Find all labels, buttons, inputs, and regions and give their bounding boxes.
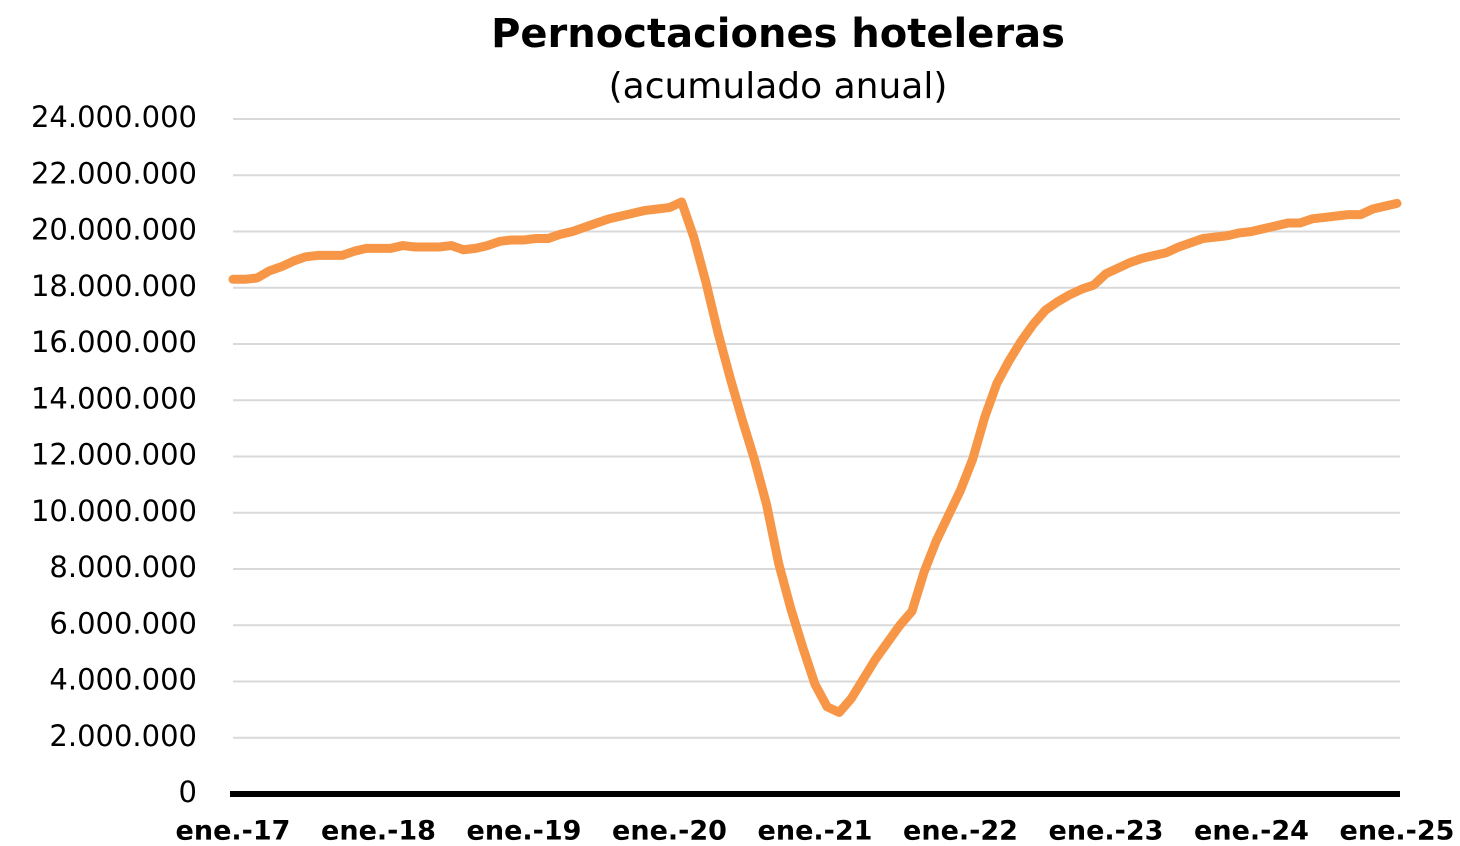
x-tick-label: ene.-19 bbox=[467, 816, 582, 846]
data-line bbox=[228, 197, 1402, 717]
x-tick-label: ene.-23 bbox=[1049, 816, 1164, 846]
chart-title: Pernoctaciones hoteleras bbox=[491, 11, 1065, 57]
y-tick-label: 24.000.000 bbox=[31, 100, 197, 134]
x-tick-label: ene.-20 bbox=[612, 816, 727, 846]
y-tick-label: 16.000.000 bbox=[31, 325, 197, 359]
y-tick-label: 2.000.000 bbox=[49, 719, 197, 753]
y-tick-label: 4.000.000 bbox=[49, 663, 197, 697]
y-tick-label: 10.000.000 bbox=[31, 494, 197, 528]
y-tick-label: 18.000.000 bbox=[31, 269, 197, 303]
y-tick-label: 0 bbox=[179, 775, 197, 809]
y-tick-label: 6.000.000 bbox=[49, 606, 197, 640]
y-tick-label: 22.000.000 bbox=[31, 156, 197, 190]
x-tick-label: ene.-22 bbox=[903, 816, 1018, 846]
x-tick-label: ene.-18 bbox=[321, 816, 436, 846]
x-tick-label: ene.-17 bbox=[176, 816, 291, 846]
y-tick-label: 20.000.000 bbox=[31, 213, 197, 247]
y-tick-label: 14.000.000 bbox=[31, 381, 197, 415]
x-tick-label: ene.-25 bbox=[1340, 816, 1455, 846]
x-tick-label: ene.-21 bbox=[758, 816, 873, 846]
chart-subtitle: (acumulado anual) bbox=[609, 66, 948, 107]
y-tick-label: 12.000.000 bbox=[31, 438, 197, 472]
y-tick-label: 8.000.000 bbox=[49, 550, 197, 584]
x-tick-label: ene.-24 bbox=[1194, 816, 1309, 846]
